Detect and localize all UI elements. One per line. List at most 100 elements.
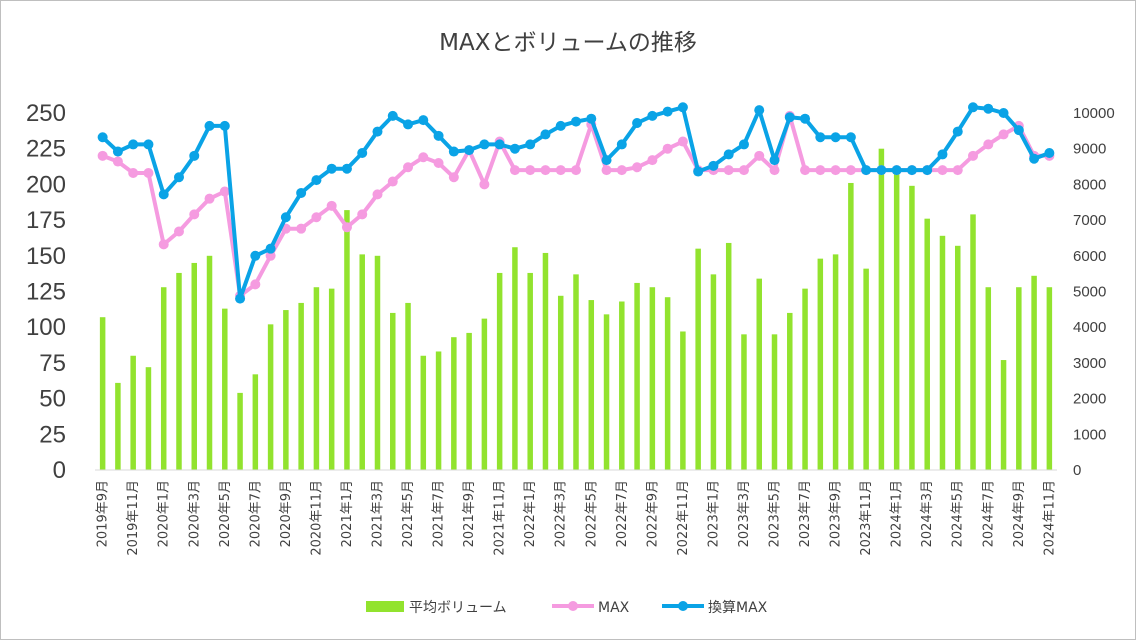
point-converted-max	[952, 126, 963, 137]
line-series-converted-max	[97, 102, 1055, 304]
point-converted-max	[219, 120, 230, 131]
point-max	[723, 165, 734, 176]
point-max	[616, 165, 627, 176]
point-max	[738, 165, 749, 176]
x-tick-label: 2021年9月	[462, 480, 477, 547]
x-tick-label: 2021年5月	[401, 480, 416, 547]
point-converted-max	[235, 293, 246, 304]
bar-volume	[634, 282, 640, 470]
point-converted-max	[143, 139, 154, 150]
point-converted-max	[158, 189, 169, 200]
legend-label-max: MAX	[598, 600, 630, 616]
bar-volume	[359, 254, 365, 470]
y-left-tick-label: 25	[39, 421, 66, 448]
bar-volume	[405, 302, 411, 470]
y-left-tick-label: 200	[26, 171, 66, 198]
bar-volume	[237, 392, 243, 470]
legend-entry-volume[interactable]: 平均ボリューム	[366, 600, 507, 616]
point-max	[830, 165, 841, 176]
x-tick-label: 2023年11月	[859, 480, 874, 556]
point-max	[952, 165, 963, 176]
point-converted-max	[112, 146, 123, 157]
point-max	[112, 156, 123, 167]
point-max	[815, 165, 826, 176]
point-max	[754, 150, 765, 161]
bar-volume	[970, 214, 976, 470]
point-converted-max	[265, 243, 276, 254]
bar-volume	[802, 288, 808, 470]
bar-volume	[115, 382, 121, 470]
bar-volume	[191, 262, 198, 470]
bar-volume	[954, 245, 961, 470]
point-max	[311, 212, 322, 223]
legend[interactable]: 平均ボリューム MAX 換算MAX	[366, 600, 768, 616]
point-max	[632, 162, 643, 173]
bar-volume	[390, 312, 396, 470]
bar-volume	[771, 334, 778, 470]
point-converted-max	[296, 187, 307, 198]
point-converted-max	[418, 115, 429, 126]
point-converted-max	[372, 126, 383, 137]
bar-volume	[1046, 287, 1053, 470]
bar-volume	[1016, 287, 1022, 470]
bar-volume	[1031, 275, 1037, 470]
bar-volume	[756, 278, 762, 470]
point-converted-max	[815, 132, 826, 143]
x-tick-label: 2019年11月	[126, 480, 141, 556]
point-converted-max	[738, 139, 749, 150]
point-converted-max	[647, 110, 658, 121]
bar-volume	[588, 300, 595, 470]
point-converted-max	[1013, 125, 1024, 136]
bar-volume	[206, 255, 213, 470]
x-tick-label: 2023年9月	[829, 480, 844, 547]
point-converted-max	[800, 113, 811, 124]
line-converted-max	[101, 105, 1051, 301]
y-axis-left: 0 25 50 75 100 125 150 175 200 225 250	[26, 100, 66, 484]
x-tick-label: 2024年9月	[1012, 480, 1027, 547]
point-converted-max	[998, 108, 1009, 118]
point-converted-max	[937, 149, 948, 160]
point-max	[143, 167, 154, 178]
line-series	[97, 102, 1055, 304]
y-left-tick-label: 250	[26, 100, 66, 127]
point-converted-max	[357, 147, 368, 158]
point-max	[204, 193, 215, 204]
legend-swatch-volume	[366, 601, 404, 612]
legend-entry-max[interactable]: MAX	[552, 600, 630, 616]
bar-volume	[344, 210, 350, 470]
y-right-tick-label: 5000	[1073, 284, 1106, 301]
point-converted-max	[983, 103, 994, 114]
x-tick-label: 2022年1月	[523, 480, 538, 547]
bar-volume	[817, 258, 824, 470]
bar-volume	[649, 287, 656, 470]
bar-volume	[557, 295, 564, 470]
bar-volume	[542, 252, 549, 470]
bar-volume	[725, 242, 732, 470]
y-right-tick-label: 7000	[1073, 212, 1106, 229]
bar-volume	[710, 274, 717, 470]
bar-volume	[451, 337, 457, 470]
x-tick-label: 2022年5月	[584, 480, 599, 547]
y-right-tick-label: 10000	[1073, 105, 1115, 122]
x-tick-label: 2022年3月	[554, 480, 569, 547]
point-max	[509, 165, 520, 176]
y-right-tick-label: 8000	[1073, 176, 1106, 193]
point-converted-max	[632, 117, 643, 128]
y-left-tick-label: 125	[26, 279, 66, 306]
legend-label-volume: 平均ボリューム	[409, 600, 507, 616]
bar-volume	[603, 314, 610, 470]
x-tick-label: 2021年1月	[340, 480, 355, 547]
point-max	[250, 279, 261, 290]
point-max	[677, 136, 688, 147]
point-max	[845, 165, 856, 176]
bar-volume	[527, 272, 533, 470]
bar-volume	[283, 310, 289, 470]
point-converted-max	[861, 165, 872, 176]
bar-volume	[619, 301, 625, 470]
point-max	[173, 226, 184, 237]
legend-entry-converted-max[interactable]: 換算MAX	[662, 600, 768, 616]
bar-volume	[680, 331, 686, 470]
x-tick-label: 2020年3月	[187, 480, 202, 547]
x-tick-label: 2022年9月	[645, 480, 660, 547]
